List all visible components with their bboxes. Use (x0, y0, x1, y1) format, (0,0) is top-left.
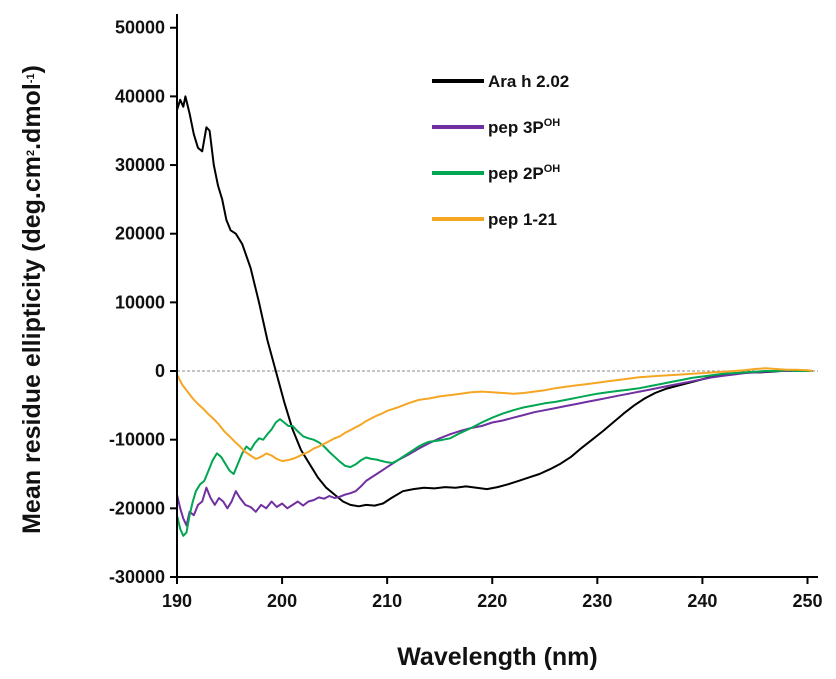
y-axis-title-end: ) (18, 65, 46, 73)
legend-label-superscript: OH (544, 117, 561, 129)
y-tick-label: 10000 (115, 292, 165, 312)
axes-layer (176, 14, 818, 578)
x-tick-label: 250 (792, 591, 822, 611)
x-axis-title: Wavelength (nm) (397, 643, 597, 671)
y-tick-label: 20000 (115, 224, 165, 244)
y-axis-title-sup1: 2 (25, 150, 37, 156)
y-axis-title: Mean residue ellipticity (deg.cm2.dmol-1… (18, 65, 46, 534)
x-tick-label: 230 (582, 591, 612, 611)
y-tick-label: -10000 (109, 430, 165, 450)
y-axis-title-sup2: -1 (25, 73, 37, 83)
y-tick-label: 40000 (115, 86, 165, 106)
x-tick-label: 190 (162, 591, 192, 611)
legend-label-superscript: OH (544, 163, 561, 175)
ticks-layer: -30000 -20000 -10000 0 10000 20000 30000 40000 5… (109, 18, 823, 611)
y-axis-title-main: Mean residue ellipticity (deg.cm (18, 156, 46, 534)
y-tick-label: 50000 (115, 18, 165, 38)
legend-label-2: pep 3POH (488, 117, 560, 137)
y-tick-label: -30000 (109, 567, 165, 587)
series-line-3 (176, 369, 813, 537)
x-tick-label: 200 (267, 591, 297, 611)
y-axis-title-mid: .dmol (18, 83, 46, 150)
x-tick-label: 220 (477, 591, 507, 611)
legend-label-text: pep 2P (488, 164, 544, 183)
y-tick-label: 30000 (115, 155, 165, 175)
series-line-2 (176, 370, 813, 527)
legend-label-4: pep 1-21 (488, 210, 557, 229)
legend-label-text: pep 3P (488, 118, 544, 137)
legend-label-text: pep 1-21 (488, 210, 557, 229)
series-layer (176, 95, 813, 537)
x-tick-label: 210 (372, 591, 402, 611)
y-tick-label: 0 (155, 361, 165, 381)
series-line-1 (176, 95, 813, 508)
series-line-4 (176, 367, 813, 462)
legend-label-text: Ara h 2.02 (488, 72, 569, 91)
legend-label-3: pep 2POH (488, 163, 560, 183)
legend-label-1: Ara h 2.02 (488, 72, 569, 91)
y-tick-label: -20000 (109, 498, 165, 518)
x-tick-label: 240 (687, 591, 717, 611)
